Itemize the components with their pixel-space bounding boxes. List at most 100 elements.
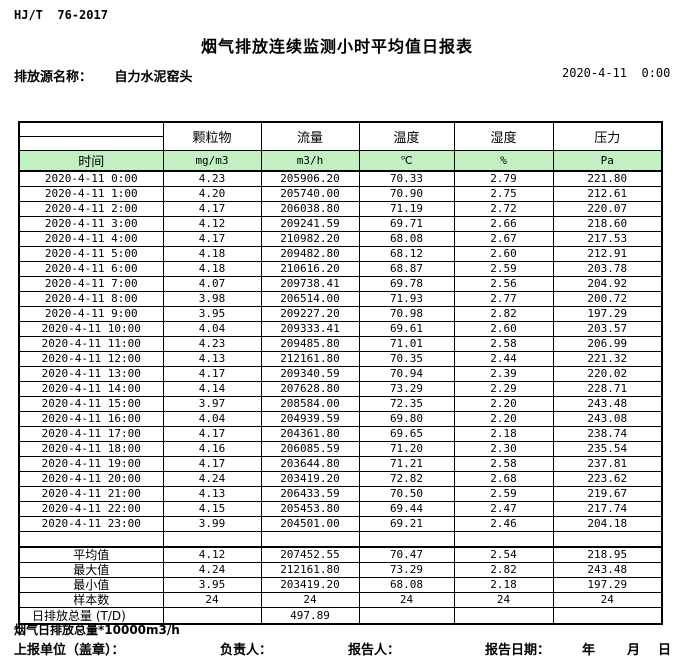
signature-line: 上报单位（盖章）： 负责人： 报告人： 报告日期： 年 月 日 — [0, 639, 674, 658]
time-cell: 2020-4-11 5:00 — [18, 246, 164, 262]
summary-value-cell: 24 — [358, 592, 455, 608]
time-cell: 2020-4-11 11:00 — [18, 336, 164, 352]
summary-label-cell: 最小值 — [18, 577, 164, 593]
spacer-row-group — [18, 531, 663, 548]
unit-header-row: 时间 mg/m3 m3/h ℃ % Pa — [18, 150, 663, 172]
source-name-label: 排放源名称： — [14, 70, 93, 85]
report-date-label: 报告日期： — [485, 643, 551, 658]
value-cell: 203419.20 — [260, 471, 360, 487]
summary-row-0: 平均值 4.12 207452.55 70.47 2.54 218.95 — [18, 546, 663, 563]
summary-value-cell: 207452.55 — [260, 546, 360, 563]
value-cell: 3.95 — [162, 306, 262, 322]
value-cell: 70.94 — [358, 366, 455, 382]
blank-cell — [18, 531, 164, 548]
value-cell: 204.18 — [552, 516, 663, 532]
summary-value-cell: 24 — [162, 592, 262, 608]
value-cell: 2.30 — [453, 441, 554, 457]
year-label: 年 — [582, 643, 596, 658]
value-cell: 209333.41 — [260, 321, 360, 337]
summary-label-cell: 样本数 — [18, 592, 164, 608]
corner-top-cell — [20, 123, 162, 137]
hourly-row-23: 2020-4-11 23:00 3.99 204501.00 69.21 2.46 204… — [18, 516, 663, 532]
value-cell: 2.68 — [453, 471, 554, 487]
value-cell: 212.61 — [552, 186, 663, 202]
value-cell: 71.93 — [358, 291, 455, 307]
summary-value-cell: 497.89 — [260, 607, 360, 625]
value-cell: 212161.80 — [260, 351, 360, 367]
value-cell: 3.98 — [162, 291, 262, 307]
value-cell: 69.65 — [358, 426, 455, 442]
time-cell: 2020-4-11 3:00 — [18, 216, 164, 232]
value-cell: 205906.20 — [260, 170, 360, 187]
hourly-row-3: 2020-4-11 3:00 4.12 209241.59 69.71 2.66 218.… — [18, 216, 663, 232]
summary-value-cell: 73.29 — [358, 562, 455, 578]
blank-cell — [162, 531, 262, 548]
hourly-row-14: 2020-4-11 14:00 4.14 207628.80 73.29 2.29 228… — [18, 381, 663, 397]
value-cell: 2.56 — [453, 276, 554, 292]
hourly-row-16: 2020-4-11 16:00 4.04 204939.59 69.80 2.20 243… — [18, 411, 663, 427]
value-cell: 4.17 — [162, 426, 262, 442]
summary-label-cell: 日排放总量 (T/D) — [18, 607, 164, 625]
value-cell: 68.87 — [358, 261, 455, 277]
summary-row-1: 最大值 4.24 212161.80 73.29 2.82 243.48 — [18, 562, 663, 578]
reporting-unit-label: 上报单位（盖章）： — [14, 643, 125, 658]
value-cell: 2.59 — [453, 261, 554, 277]
value-cell: 2.77 — [453, 291, 554, 307]
col-header-pressure: 压力 — [552, 121, 663, 151]
time-cell: 2020-4-11 2:00 — [18, 201, 164, 217]
value-cell: 4.17 — [162, 366, 262, 382]
value-cell: 237.81 — [552, 456, 663, 472]
table-header: 颗粒物 流量 温度 湿度 压力 时间 mg/m3 m3/h ℃ % Pa — [18, 121, 663, 172]
value-cell: 204361.80 — [260, 426, 360, 442]
value-cell: 73.29 — [358, 381, 455, 397]
value-cell: 217.53 — [552, 231, 663, 247]
value-cell: 4.15 — [162, 501, 262, 517]
hourly-row-5: 2020-4-11 5:00 4.18 209482.80 68.12 2.60 212.… — [18, 246, 663, 262]
hourly-row-6: 2020-4-11 6:00 4.18 210616.20 68.87 2.59 203.… — [18, 261, 663, 277]
summary-value-cell: 203419.20 — [260, 577, 360, 593]
time-cell: 2020-4-11 7:00 — [18, 276, 164, 292]
value-cell: 68.08 — [358, 231, 455, 247]
hourly-row-2: 2020-4-11 2:00 4.17 206038.80 71.19 2.72 220.… — [18, 201, 663, 217]
value-cell: 4.17 — [162, 456, 262, 472]
value-cell: 243.48 — [552, 396, 663, 412]
time-cell: 2020-4-11 16:00 — [18, 411, 164, 427]
value-cell: 4.17 — [162, 201, 262, 217]
summary-row-2: 最小值 3.95 203419.20 68.08 2.18 197.29 — [18, 577, 663, 593]
value-cell: 206433.59 — [260, 486, 360, 502]
value-cell: 2.20 — [453, 411, 554, 427]
unit-temperature: ℃ — [358, 150, 455, 172]
summary-value-cell: 2.18 — [453, 577, 554, 593]
summary-value-cell: 2.54 — [453, 546, 554, 563]
time-cell: 2020-4-11 13:00 — [18, 366, 164, 382]
value-cell: 209340.59 — [260, 366, 360, 382]
value-cell: 2.60 — [453, 321, 554, 337]
hourly-row-7: 2020-4-11 7:00 4.07 209738.41 69.78 2.56 204.… — [18, 276, 663, 292]
value-cell: 223.62 — [552, 471, 663, 487]
summary-value-cell: 218.95 — [552, 546, 663, 563]
flow-total-footnote: 烟气日排放总量*10000m3/h — [14, 623, 180, 637]
summary-value-cell: 4.12 — [162, 546, 262, 563]
hourly-row-19: 2020-4-11 19:00 4.17 203644.80 71.21 2.58 237… — [18, 456, 663, 472]
value-cell: 203.57 — [552, 321, 663, 337]
value-cell: 3.99 — [162, 516, 262, 532]
month-label: 月 — [627, 643, 641, 658]
hourly-row-0: 2020-4-11 0:00 4.23 205906.20 70.33 2.79 221.… — [18, 170, 663, 187]
unit-pressure: Pa — [552, 150, 663, 172]
value-cell: 4.04 — [162, 321, 262, 337]
value-cell: 4.24 — [162, 471, 262, 487]
summary-value-cell: 2.82 — [453, 562, 554, 578]
summary-value-cell: 3.95 — [162, 577, 262, 593]
time-cell: 2020-4-11 20:00 — [18, 471, 164, 487]
summary-rows: 平均值 4.12 207452.55 70.47 2.54 218.95 最大值 4.24 21… — [18, 546, 663, 625]
value-cell: 69.21 — [358, 516, 455, 532]
value-cell: 2.29 — [453, 381, 554, 397]
value-cell: 69.80 — [358, 411, 455, 427]
summary-label-cell: 平均值 — [18, 546, 164, 563]
value-cell: 4.18 — [162, 246, 262, 262]
time-cell: 2020-4-11 22:00 — [18, 501, 164, 517]
value-cell: 4.18 — [162, 261, 262, 277]
value-cell: 205740.00 — [260, 186, 360, 202]
blank-cell — [260, 531, 360, 548]
